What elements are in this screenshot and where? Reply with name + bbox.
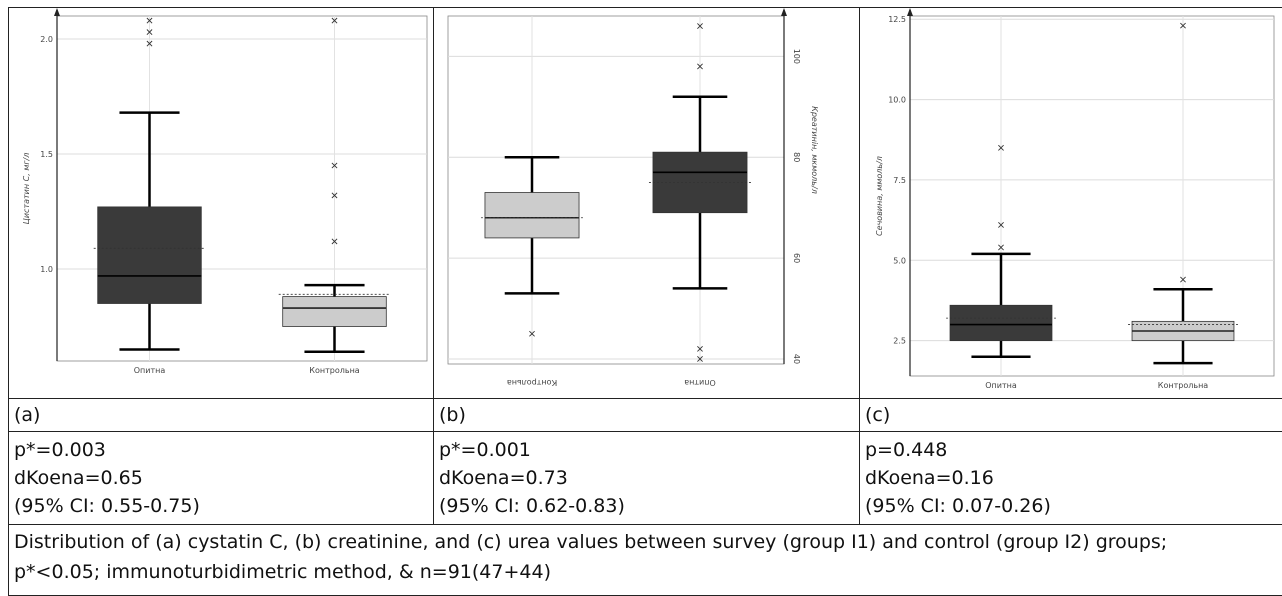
figure-table: 1.0 1.5 2.0 Цистатин С, мг/л Опитна Контрольн…: [8, 7, 1282, 596]
x-tick-label: Опитна: [985, 381, 1017, 390]
caption-line-2: p*<0.05; immunoturbidimetric method, & n…: [14, 561, 551, 583]
outlier-point: [1180, 276, 1186, 283]
boxplot-chart-a: 1.0 1.5 2.0 Цистатин С, мг/л Опитна Контрольн…: [22, 8, 428, 375]
y-tick-label: 10.0: [888, 96, 906, 105]
p-value: p*=0.001: [439, 439, 531, 461]
x-tick-label: Контрольна: [507, 378, 557, 387]
panel-label-c: (c): [859, 398, 1282, 432]
outlier-point: [331, 238, 338, 245]
outlier-point: [998, 144, 1004, 151]
y-tick-label: 80: [792, 152, 801, 162]
x-tick-label: Контрольна: [1158, 381, 1208, 390]
y-tick-label: 12.5: [888, 15, 906, 24]
box: [484, 192, 580, 239]
outlier-point: [331, 17, 338, 24]
stats-cell-a: p*=0.003 dKoena=0.65 (95% CI: 0.55-0.75): [8, 431, 434, 525]
effect-size: dKoena=0.73: [439, 467, 568, 489]
boxplot-chart-c: 2.5 5.0 7.5 10.0 12.5 Сечовина, ммоль/л Опитна…: [875, 8, 1275, 390]
outlier-point: [998, 244, 1004, 251]
effect-size: dKoena=0.16: [865, 467, 994, 489]
box: [282, 296, 387, 327]
effect-size: dKoena=0.65: [14, 467, 143, 489]
outlier-point: [529, 330, 535, 337]
y-tick-label: 40: [792, 354, 801, 364]
outlier-point: [697, 63, 703, 70]
y-tick-label: 2.5: [893, 337, 906, 346]
axis-arrow-icon: [54, 8, 60, 16]
boxplot-chart-b: 40 60 80 100 Креатинін, мкмоль/л Контрольна Оп…: [447, 8, 819, 387]
outlier-point: [697, 23, 703, 30]
p-value: p=0.448: [865, 439, 948, 461]
p-value: p*=0.003: [14, 439, 106, 461]
panel-label-b: (b): [433, 398, 860, 432]
y-tick-label: 1.5: [40, 150, 53, 159]
confidence-interval: (95% CI: 0.62-0.83): [439, 495, 625, 517]
x-tick-label: Опитна: [134, 366, 166, 375]
y-axis-label: Креатинін, мкмоль/л: [810, 106, 819, 194]
box: [97, 206, 202, 304]
y-axis-label: Цистатин С, мг/л: [22, 153, 31, 225]
stats-cell-c: p=0.448 dKoena=0.16 (95% CI: 0.07-0.26): [859, 431, 1282, 525]
outlier-point: [331, 192, 338, 199]
x-tick-label: Контрольна: [309, 366, 359, 375]
chart-cell-b: 40 60 80 100 Креатинін, мкмоль/л Контрольна Оп…: [433, 7, 860, 399]
chart-cell-c: 2.5 5.0 7.5 10.0 12.5 Сечовина, ммоль/л Опитна…: [859, 7, 1282, 399]
panel-label-a: (a): [8, 398, 434, 432]
axis-arrow-icon: [781, 8, 787, 16]
y-tick-label: 100: [792, 49, 801, 64]
outlier-point: [697, 345, 703, 352]
stats-cell-b: p*=0.001 dKoena=0.73 (95% CI: 0.62-0.83): [433, 431, 860, 525]
outlier-point: [146, 17, 153, 24]
chart-cell-a: 1.0 1.5 2.0 Цистатин С, мг/л Опитна Контрольн…: [8, 7, 434, 399]
outlier-point: [331, 162, 338, 169]
outlier-point: [146, 40, 153, 47]
confidence-interval: (95% CI: 0.55-0.75): [14, 495, 200, 517]
box: [652, 151, 748, 214]
caption-line-1: Distribution of (a) cystatin C, (b) crea…: [14, 531, 1168, 553]
y-axis-label: Сечовина, ммоль/л: [875, 156, 884, 236]
y-tick-label: 2.0: [40, 35, 53, 44]
y-tick-label: 5.0: [893, 256, 906, 265]
y-tick-label: 60: [792, 253, 801, 263]
x-tick-label: Опитна: [684, 378, 716, 387]
figure-caption: Distribution of (a) cystatin C, (b) crea…: [8, 524, 1282, 596]
box: [949, 304, 1053, 342]
outlier-point: [1180, 22, 1186, 29]
outlier-point: [998, 222, 1004, 228]
outlier-point: [146, 29, 153, 36]
confidence-interval: (95% CI: 0.07-0.26): [865, 495, 1051, 517]
y-tick-label: 1.0: [40, 265, 53, 274]
outlier-point: [697, 356, 703, 362]
y-tick-label: 7.5: [893, 176, 906, 185]
axis-arrow-icon: [907, 8, 913, 16]
